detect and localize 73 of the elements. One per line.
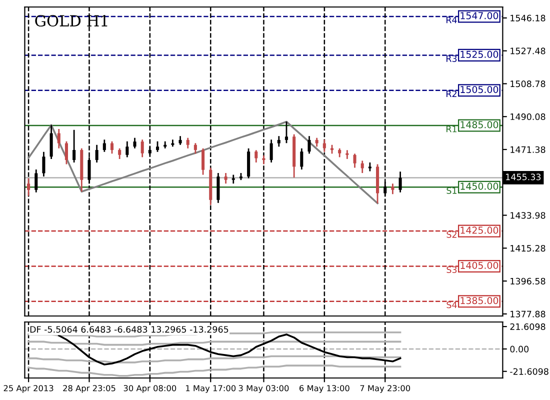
candlestick [64, 140, 68, 165]
annotation: S4 [446, 302, 457, 308]
y-tick-label: 1527.48 [510, 48, 546, 54]
candlestick [322, 138, 326, 153]
y-tick-label: 1471.38 [510, 146, 546, 153]
candlestick [308, 135, 311, 154]
x-tick-label: 6 May 13:00 [300, 385, 350, 393]
line-series [28, 364, 402, 377]
candlestick [42, 151, 46, 178]
candlestick [398, 170, 402, 194]
x-tick-label: 25 Apr 2013 [4, 385, 54, 393]
y-tick-label: 1508.78 [510, 80, 546, 88]
candlestick [118, 148, 122, 160]
candlestick [110, 140, 114, 154]
candlestick [186, 137, 190, 150]
candlestick [27, 178, 30, 197]
candlestick [216, 172, 220, 204]
ref-line-label: 1505.00 [460, 86, 498, 94]
candlestick [72, 129, 76, 164]
ref-line-label: 1485.00 [460, 121, 498, 128]
y-tick-label: -21.6098 [510, 368, 548, 375]
annotation: S2 [446, 231, 456, 238]
y-tick-label: 0.00 [510, 346, 529, 352]
candlestick [126, 140, 129, 158]
ref-line-label: 1455.33 [506, 174, 541, 180]
x-tick-label: 3 May 03:00 [238, 385, 289, 393]
y-tick-label: 1396.58 [510, 278, 546, 284]
candlestick [300, 148, 304, 170]
annotation: R1 [446, 126, 456, 132]
candlestick [391, 182, 394, 195]
candlestick [277, 135, 280, 148]
candlestick [102, 138, 106, 153]
x-tick-label: 1 May 17:00 [186, 385, 236, 393]
chart-title: DF -5.5064 6.6483 -6.6483 13.2965 -13.2965 [30, 326, 228, 333]
annotation: R3 [446, 55, 457, 62]
candlestick [202, 148, 205, 176]
y-tick-label: 1490.08 [510, 113, 546, 120]
candlestick [346, 149, 349, 160]
y-tick-label: 1377.88 [510, 310, 546, 318]
x-tick-label: 30 Apr 08:00 [124, 385, 176, 393]
candlestick [95, 144, 98, 164]
ref-line-label: 1450.00 [460, 182, 498, 190]
line-series [28, 120, 378, 204]
y-tick-label: 1415.28 [510, 244, 546, 252]
x-tick-label: 7 May 23:00 [360, 385, 410, 393]
chart-title: GOLD H1 [35, 14, 108, 27]
x-tick-label: 28 Apr 23:05 [63, 385, 116, 393]
ref-line-label: 1547.00 [460, 12, 498, 20]
ref-line-label: 1425.00 [460, 226, 498, 234]
ref-line-label: 1405.00 [460, 262, 498, 269]
y-tick-label: 1546.18 [510, 14, 546, 22]
candlestick [224, 172, 228, 184]
line-series [28, 355, 402, 364]
candlestick [254, 149, 258, 164]
annotation: R2 [446, 90, 456, 98]
ref-line-label: 1525.00 [460, 50, 498, 58]
annotation: R4 [446, 16, 457, 24]
candlestick [34, 168, 38, 194]
candlestick [57, 128, 60, 150]
annotation: S1 [446, 187, 456, 194]
annotation: S3 [446, 266, 457, 273]
candlestick [133, 137, 136, 150]
y-tick-label: 1433.98 [510, 212, 546, 219]
y-tick-label: 21.6098 [510, 323, 546, 330]
candlestick [50, 124, 53, 160]
candlestick [353, 152, 356, 168]
candlestick [194, 142, 197, 154]
candlestick [270, 138, 273, 164]
ref-line-label: 1385.00 [460, 297, 498, 304]
candlestick [140, 138, 144, 158]
candlestick [360, 160, 364, 174]
candlestick [156, 140, 160, 153]
candlestick [284, 120, 288, 144]
